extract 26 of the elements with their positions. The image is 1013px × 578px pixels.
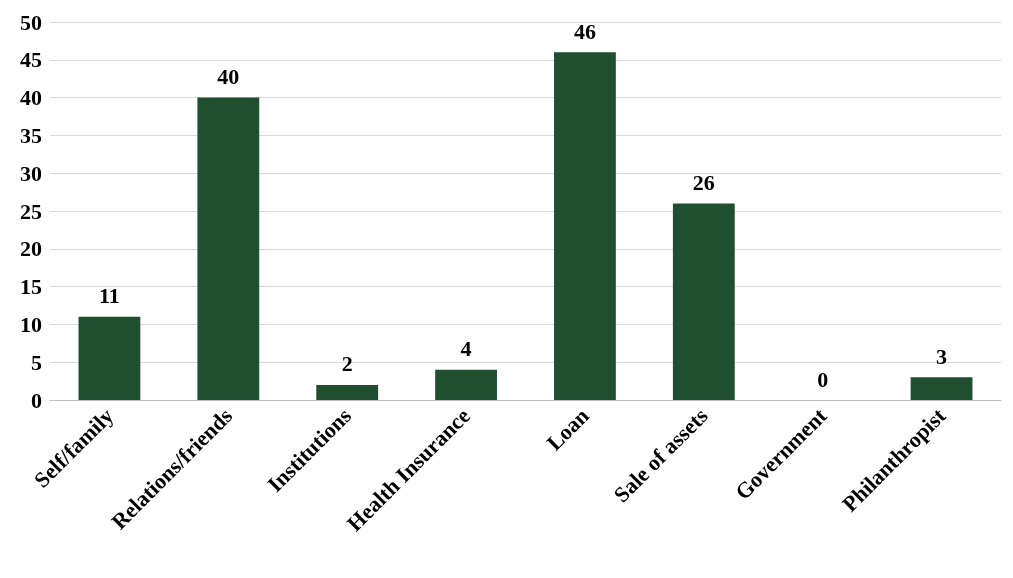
bar — [554, 52, 616, 400]
bar — [672, 203, 735, 400]
y-tick-label: 15 — [20, 274, 42, 300]
data-label: 46 — [573, 18, 596, 44]
bar — [197, 97, 260, 400]
y-tick-label: 30 — [20, 160, 42, 186]
data-label: 40 — [217, 64, 240, 90]
bar — [435, 369, 497, 400]
bar — [78, 316, 141, 400]
y-tick-label: 45 — [20, 47, 42, 73]
data-label: 2 — [341, 351, 353, 377]
y-tick-label: 25 — [20, 198, 42, 224]
bar — [910, 377, 973, 400]
data-label: 3 — [936, 343, 948, 369]
data-label: 11 — [99, 283, 120, 309]
y-tick-label: 5 — [31, 349, 42, 375]
y-tick-label: 35 — [20, 122, 42, 148]
y-tick-label: 40 — [20, 85, 42, 111]
bar — [316, 384, 379, 400]
y-tick-label: 20 — [20, 236, 42, 262]
y-tick-label: 10 — [20, 311, 42, 337]
y-tick-label: 0 — [31, 387, 42, 413]
data-label: 0 — [817, 366, 829, 392]
y-tick-label: 50 — [20, 9, 42, 35]
data-label: 4 — [460, 336, 472, 362]
data-label: 26 — [692, 169, 715, 195]
